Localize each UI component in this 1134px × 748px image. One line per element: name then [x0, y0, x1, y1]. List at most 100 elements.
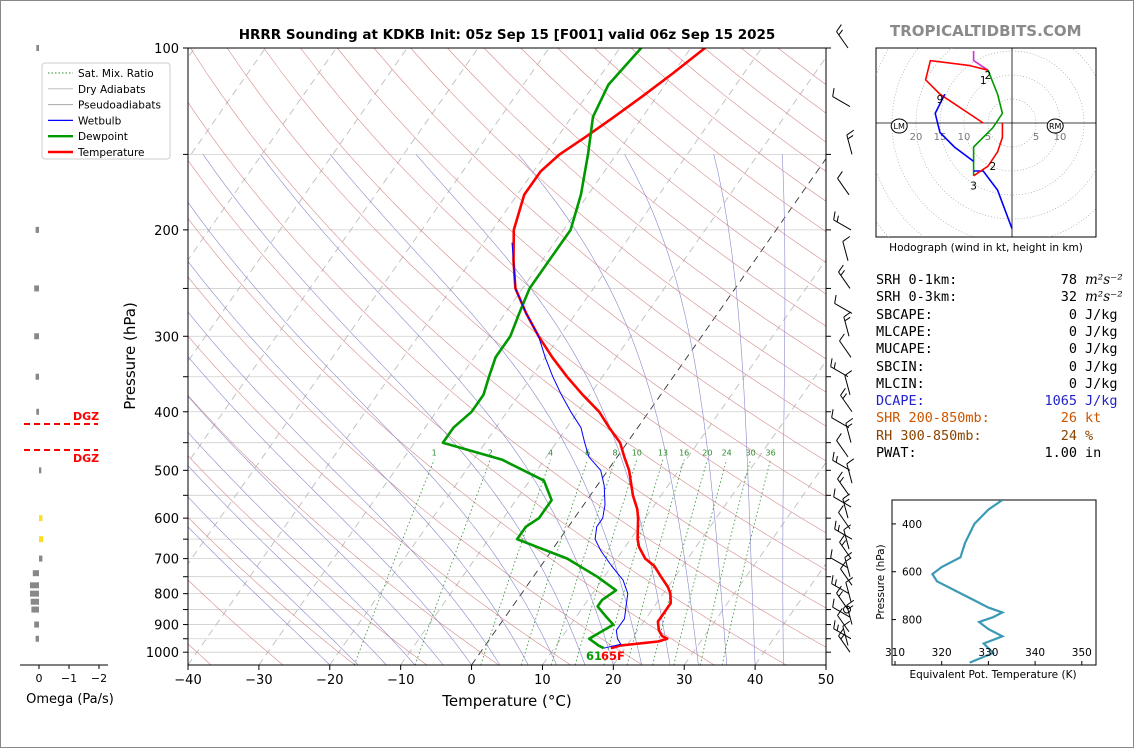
wind-barb	[846, 599, 855, 625]
wind-barb	[833, 620, 852, 640]
barb-staff	[837, 178, 850, 196]
dry-adiabat	[300, 48, 826, 497]
barb-staff	[836, 592, 849, 610]
barb-flag	[843, 524, 852, 531]
wind-barb	[831, 409, 850, 429]
moist-adiabat	[188, 465, 387, 665]
x-tick-label: −10	[387, 673, 414, 688]
wind-barb	[836, 585, 849, 610]
barb-staff	[846, 605, 853, 625]
barb-flag	[833, 211, 836, 220]
y-tick-label: 700	[154, 553, 179, 568]
legend-label: Dry Adiabats	[78, 84, 146, 96]
hodograph-height-label: 1	[980, 75, 987, 87]
barb-staff	[832, 606, 851, 618]
barb-flag	[837, 608, 843, 616]
barb-flag	[844, 370, 853, 376]
mixing-ratio-line	[721, 459, 771, 665]
omega-bar	[34, 285, 39, 292]
barb-flag	[846, 458, 855, 465]
barb-flag	[846, 129, 855, 136]
stat-label: MLCIN:	[876, 375, 925, 392]
barb-flag	[847, 135, 854, 140]
stat-label: MLCAPE:	[876, 323, 933, 340]
theta-e-plot	[930, 500, 1006, 664]
wind-barb	[836, 433, 849, 458]
wind-barb	[837, 608, 850, 633]
mixing-ratio-label: 16	[679, 449, 689, 458]
stat-label: SRH 0-3km:	[876, 289, 958, 306]
chart-title: HRRR Sounding at KDKB Init: 05z Sep 15 […	[238, 27, 776, 43]
theta-e-xtick-label: 340	[1025, 647, 1045, 659]
wind-barb	[842, 236, 851, 261]
storm-motion-marker	[1046, 118, 1064, 134]
mixing-ratio-line	[574, 459, 638, 665]
hodograph-caption: Hodograph (wind in kt, height in km)	[889, 242, 1083, 254]
omega-bar	[32, 570, 39, 577]
dry-adiabat	[190, 48, 826, 609]
theta-e-xtick-label: 320	[932, 647, 952, 659]
moist-adiabat	[713, 154, 756, 665]
omega-bar	[35, 635, 39, 642]
isotherm	[188, 48, 337, 261]
wind-barb	[842, 493, 851, 519]
stat-value: 0	[1068, 375, 1077, 392]
barb-staff	[843, 316, 850, 337]
moist-adiabat	[188, 356, 472, 665]
theta-e-xtick-label: 330	[978, 647, 998, 659]
theta-e-ytick-label: 800	[902, 615, 922, 627]
y-tick-label: 600	[154, 512, 179, 527]
dry-adiabat	[337, 48, 826, 462]
isotherm	[188, 48, 621, 665]
hodograph-height-label: 3	[970, 180, 977, 192]
x-tick-label: 0	[467, 673, 475, 688]
x-tick-label: 30	[676, 673, 693, 688]
barb-staff	[833, 628, 852, 640]
barb-flag	[838, 628, 844, 637]
barb-flag	[840, 269, 845, 276]
barb-flag	[834, 579, 837, 586]
legend-box	[41, 62, 171, 160]
wind-barb	[832, 88, 851, 107]
x-tick-label: 20	[605, 673, 622, 688]
x-tick-label: 50	[818, 673, 835, 688]
wind-barb	[845, 417, 854, 443]
isotherm	[683, 461, 826, 665]
mixing-ratio-label: 30	[746, 449, 756, 458]
hodograph-trace	[972, 69, 1004, 176]
stat-value: 0	[1068, 341, 1077, 358]
barb-flag	[838, 264, 844, 273]
y-axis-label: Pressure (hPa)	[121, 302, 139, 410]
wind-barbs	[830, 24, 855, 653]
omega-bar	[35, 373, 39, 380]
barb-flag	[842, 236, 851, 242]
barb-staff	[838, 635, 851, 653]
wind-barb	[834, 294, 853, 314]
hodograph-ring-label: 10	[958, 132, 971, 143]
wind-barb	[834, 520, 853, 540]
x-tick-label: 10	[534, 673, 551, 688]
calm-wind-marker	[843, 605, 851, 614]
barb-flag	[841, 540, 846, 546]
moist-adiabat	[260, 154, 614, 665]
dry-adiabat	[188, 335, 571, 665]
wind-barb	[830, 549, 849, 569]
wind-barb	[836, 24, 849, 49]
stat-label: SRH 0-1km:	[876, 272, 958, 288]
omega-axis-label: Omega (Pa/s)	[26, 692, 114, 707]
dry-adiabat	[188, 455, 428, 665]
hodograph-trace	[973, 170, 1013, 229]
theta-e-ylabel: Pressure (hPa)	[875, 544, 887, 619]
barb-flag	[830, 358, 833, 367]
stat-unit: in	[1085, 445, 1102, 461]
stat-unit: J/kg	[1085, 375, 1118, 392]
wind-barb	[844, 552, 853, 577]
theta-e-xtick-label: 310	[885, 647, 905, 659]
moist-adiabat	[518, 154, 699, 665]
barb-flag	[833, 362, 836, 369]
stat-unit: J/kg	[1085, 323, 1118, 340]
legend-label: Temperature	[77, 147, 145, 159]
barb-flag	[842, 493, 851, 500]
